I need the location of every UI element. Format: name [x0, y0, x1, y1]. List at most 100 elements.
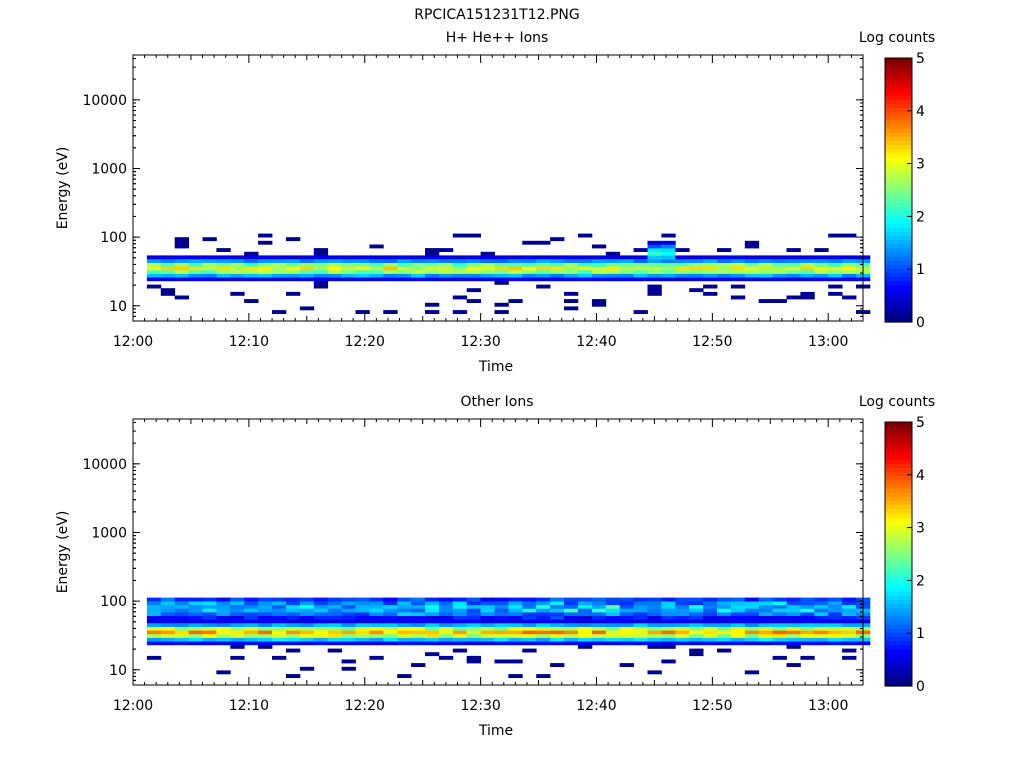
heatmap-cell — [828, 255, 843, 260]
heatmap-cell — [675, 615, 690, 620]
heatmap-cell — [675, 626, 690, 631]
colorbar-segment — [885, 103, 912, 109]
heatmap-cell — [299, 626, 315, 631]
heatmap-cell — [258, 608, 273, 613]
heatmap-cell — [397, 641, 412, 646]
heatmap-cell — [786, 248, 801, 252]
heatmap-cell — [508, 259, 523, 263]
heatmap-cell — [466, 612, 481, 616]
heatmap-cell — [675, 630, 690, 635]
heatmap-cell — [730, 608, 746, 613]
heatmap-cell — [786, 601, 801, 606]
heatmap-cell — [661, 277, 676, 282]
colorbar-segment — [885, 289, 912, 294]
heatmap-cell — [564, 615, 579, 620]
heatmap-cell — [494, 623, 509, 627]
heatmap-cell — [313, 601, 329, 606]
heatmap-cell — [146, 273, 162, 278]
heatmap-cell — [619, 601, 634, 606]
colorbar-segment — [885, 313, 912, 319]
heatmap-cell — [605, 277, 621, 282]
heatmap-cell — [550, 634, 565, 638]
heatmap-cell — [786, 608, 801, 613]
colorbar-segment — [885, 111, 912, 117]
heatmap-cell — [661, 266, 676, 271]
heatmap-cell — [619, 255, 634, 260]
heatmap-cell — [355, 262, 370, 267]
heatmap-cell — [299, 597, 315, 602]
heatmap-cell — [327, 262, 342, 267]
x-tick-label: 12:10 — [229, 698, 269, 714]
heatmap-cell — [661, 634, 676, 638]
y-tick-label: 10 — [109, 663, 127, 679]
heatmap-cell — [605, 626, 621, 631]
heatmap-cell — [578, 608, 593, 613]
heatmap-cell — [522, 630, 537, 635]
heatmap-cell — [522, 273, 537, 278]
colorbar-segment — [885, 558, 912, 563]
heatmap-cell — [828, 259, 843, 263]
heatmap-cell — [619, 663, 634, 667]
heatmap-cell — [786, 630, 801, 635]
heatmap-cell — [564, 630, 579, 635]
heatmap-cell — [188, 270, 203, 274]
heatmap-cell — [230, 655, 245, 660]
colorbar-segment — [885, 566, 912, 572]
heatmap-cell — [174, 266, 189, 271]
heatmap-cell — [564, 270, 579, 274]
heatmap-cell — [758, 619, 773, 624]
heatmap-cell — [786, 619, 801, 624]
heatmap-cell — [230, 277, 245, 282]
x-tick-label: 12:40 — [576, 698, 616, 714]
colorbar-tick-label: 0 — [916, 315, 925, 331]
heatmap-cell — [369, 612, 384, 616]
heatmap-cell — [327, 641, 342, 646]
heatmap-cell — [160, 630, 176, 635]
heatmap-cell — [383, 626, 398, 631]
colorbar: 0 1 2 3 4 5 — [884, 51, 925, 331]
heatmap-cell — [244, 623, 259, 627]
heatmap-cell — [425, 262, 440, 267]
heatmap-cell — [605, 601, 621, 606]
heatmap-cell — [425, 634, 440, 638]
heatmap-cell — [230, 604, 245, 609]
heatmap-cell — [717, 270, 732, 274]
heatmap-cell — [244, 255, 259, 260]
heatmap-cell — [800, 634, 815, 638]
heatmap-cell — [828, 626, 843, 631]
heatmap-cell — [244, 608, 259, 613]
heatmap-cell — [730, 255, 746, 260]
heatmap-cell — [369, 259, 384, 263]
heatmap-cell — [508, 612, 523, 616]
heatmap-cell — [730, 270, 746, 274]
heatmap-cell — [146, 259, 162, 263]
heatmap-cell — [286, 604, 301, 609]
heatmap-cell — [842, 259, 857, 263]
colorbar-segment — [885, 446, 912, 452]
heatmap-cell — [800, 259, 815, 263]
heatmap-cell — [327, 623, 342, 627]
heatmap-cell — [355, 255, 370, 260]
heatmap-cell — [786, 623, 801, 627]
heatmap-cell — [605, 615, 621, 620]
heatmap-cell — [397, 266, 412, 271]
heatmap-cell — [800, 623, 815, 627]
y-tick-label: 10000 — [82, 93, 127, 109]
heatmap-cell — [258, 233, 273, 238]
heatmap-cell — [578, 637, 593, 642]
x-tick-label: 12:20 — [345, 698, 385, 714]
heatmap-cell — [369, 266, 384, 271]
heatmap-cell — [327, 266, 342, 271]
heatmap-cell — [814, 634, 829, 638]
heatmap-cell — [327, 277, 342, 282]
heatmap-cell — [647, 608, 662, 613]
heatmap-cell — [160, 615, 176, 620]
heatmap-cell — [286, 612, 301, 616]
heatmap-cell — [452, 273, 468, 278]
heatmap-cell — [188, 634, 203, 638]
heatmap-cell — [564, 623, 579, 627]
heatmap-cell — [800, 615, 815, 620]
heatmap-cell — [494, 608, 509, 613]
heatmap-cell — [327, 626, 342, 631]
